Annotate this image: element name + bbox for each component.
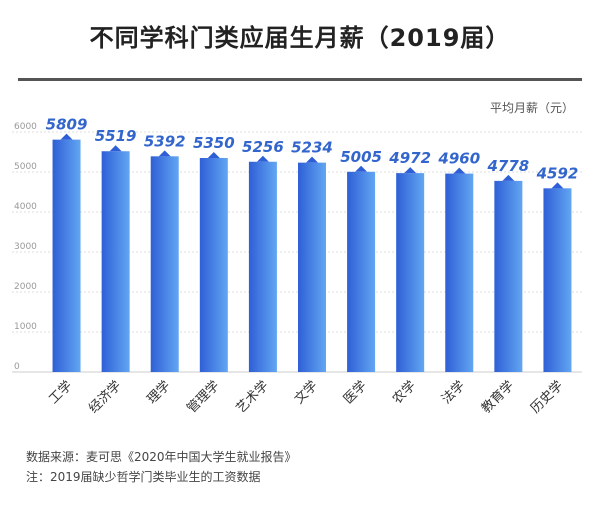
bar-cap: [256, 155, 269, 162]
bar-cap: [355, 165, 368, 172]
bar: [150, 156, 179, 372]
x-tick-label: 经济学: [86, 378, 125, 417]
bar: [396, 173, 425, 372]
bar-value-label: 4972: [388, 149, 431, 167]
x-tick-label: 教育学: [478, 378, 517, 417]
bar-cap: [109, 145, 122, 152]
bar: [298, 162, 326, 372]
bar-value-label: 5234: [291, 139, 333, 157]
bar-value-label: 5519: [95, 127, 137, 145]
bar: [101, 151, 130, 372]
value-labels: 5809 5519 5392 5350 5256 5234 5005 4972 4960 4778…: [46, 116, 579, 183]
y-tick-label: 3000: [14, 242, 37, 252]
x-tick-label: 医学: [340, 378, 370, 408]
bar: [248, 161, 277, 372]
y-tick-label: 6000: [14, 122, 37, 132]
bar-value-label: 5809: [46, 116, 88, 134]
bar-cap: [207, 152, 220, 158]
x-tick-label: 管理学: [184, 378, 223, 417]
chart-title: 不同学科门类应届生月薪（2019届）: [89, 24, 511, 52]
y-tick-label: 2000: [14, 282, 37, 292]
bar-value-label: 5256: [242, 138, 284, 156]
bar-value-label: 5350: [193, 134, 235, 152]
y-axis-ticks: 0 1000 2000 3000 4000 5000 6000: [14, 122, 37, 372]
grid-lines: [12, 131, 582, 373]
bar-cap: [502, 174, 515, 181]
bar-cap: [158, 150, 171, 157]
x-tick-label: 工学: [46, 378, 76, 408]
x-axis-ticks: 工学 经济学 理学 管理学 艺术学 文学 医学 农学 法学 教育学 历史学: [46, 378, 567, 417]
x-tick-label: 历史学: [527, 378, 566, 417]
x-tick-label: 艺术学: [233, 378, 272, 417]
bar-cap: [404, 167, 417, 174]
missing-data-note: 注：2019届缺少哲学门类毕业生的工资数据: [26, 470, 261, 484]
y-axis-label: 平均月薪（元）: [490, 101, 574, 115]
y-tick-label: 4000: [14, 202, 37, 212]
bar-cap: [60, 133, 73, 140]
y-tick-label: 1000: [14, 322, 37, 332]
bars: [52, 133, 572, 372]
bar: [347, 171, 376, 372]
bar-value-label: 4592: [536, 164, 579, 182]
x-tick-label: 文学: [291, 378, 321, 408]
bar: [445, 173, 474, 372]
bar-value-label: 5005: [340, 148, 382, 166]
x-tick-label: 农学: [389, 378, 419, 408]
bar-value-label: 4778: [486, 157, 529, 175]
source-note: 数据来源：麦可思《2020年中国大学生就业报告》: [26, 450, 297, 464]
bar-value-label: 4960: [437, 150, 480, 168]
y-tick-label: 0: [14, 362, 20, 372]
x-tick-label: 理学: [144, 378, 174, 408]
bar: [199, 158, 228, 372]
bar: [52, 139, 81, 372]
bar-value-label: 5392: [144, 132, 186, 150]
bar: [543, 188, 572, 372]
y-tick-label: 5000: [14, 162, 37, 172]
bar: [494, 180, 523, 372]
x-tick-label: 法学: [438, 378, 468, 408]
bar-cap: [551, 182, 564, 189]
title-divider: [18, 78, 582, 81]
bar-cap: [306, 156, 318, 163]
bar-cap: [453, 167, 466, 174]
